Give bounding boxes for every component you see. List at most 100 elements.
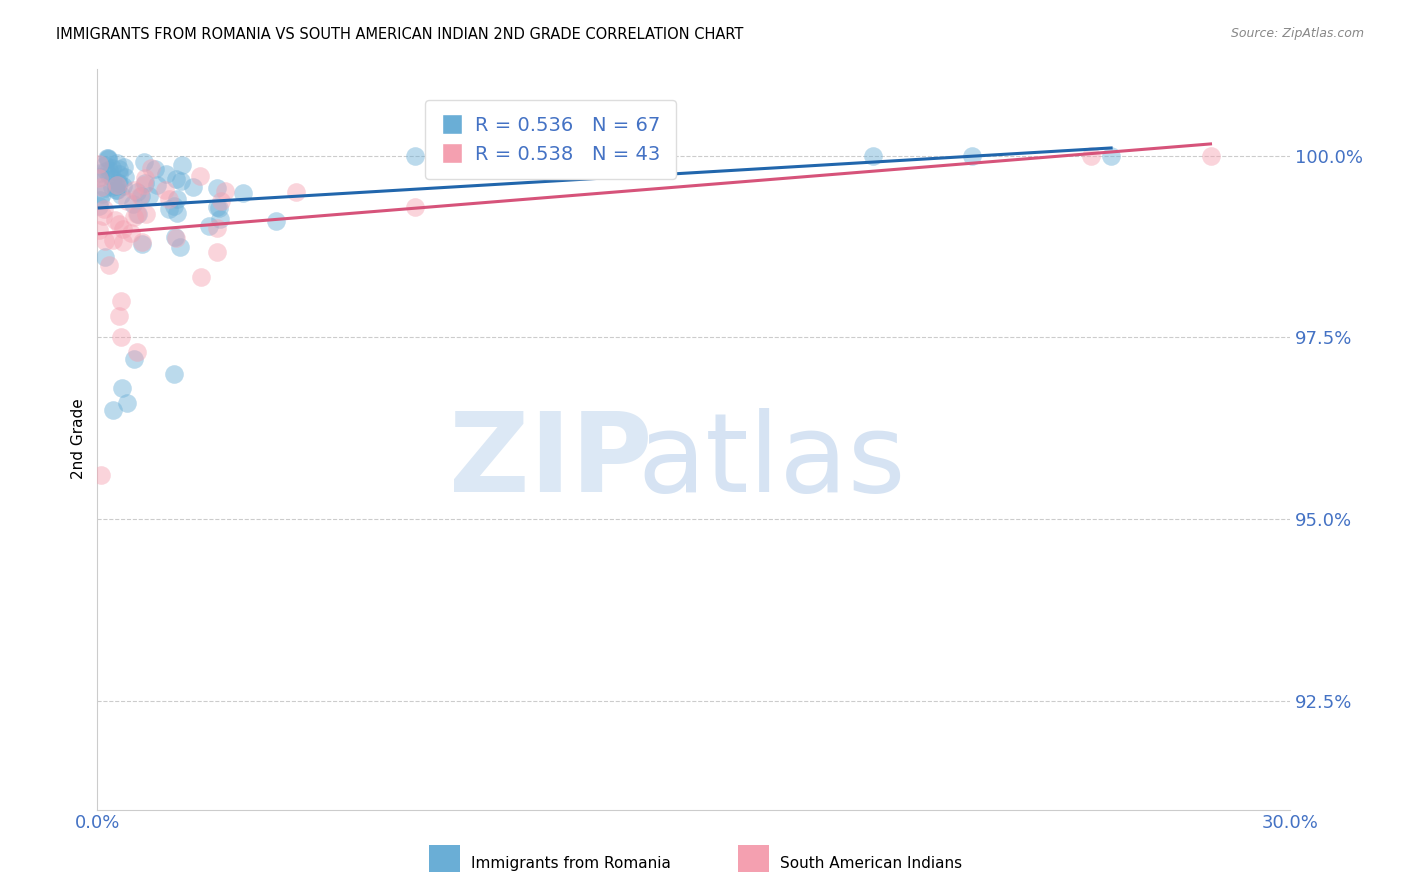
Point <box>205 244 228 259</box>
Point <box>135 207 157 221</box>
Point <box>104 213 127 227</box>
Point <box>97 153 120 167</box>
Point <box>103 403 125 417</box>
Point <box>163 367 186 381</box>
Point <box>169 239 191 253</box>
Point <box>165 172 187 186</box>
Point <box>93 181 115 195</box>
Point <box>105 156 128 170</box>
Point <box>127 207 149 221</box>
Point <box>115 395 138 409</box>
Point <box>197 219 219 233</box>
Point <box>89 223 111 237</box>
Point <box>108 309 131 323</box>
Point <box>98 258 121 272</box>
Point <box>101 161 124 175</box>
Text: Immigrants from Romania: Immigrants from Romania <box>471 856 671 871</box>
Point <box>112 161 135 175</box>
Point <box>98 163 121 178</box>
Point <box>108 177 131 191</box>
Point <box>134 177 156 191</box>
Point <box>112 235 135 250</box>
Point <box>131 189 153 203</box>
Point <box>1199 149 1222 163</box>
Point <box>108 167 131 181</box>
Point <box>166 206 188 220</box>
Point <box>232 186 254 200</box>
Point <box>146 178 169 192</box>
Point <box>101 172 124 186</box>
Point <box>862 149 884 163</box>
Point <box>93 234 115 248</box>
Point <box>1080 149 1102 163</box>
Point <box>89 171 111 186</box>
Point <box>128 188 150 202</box>
Point <box>1099 149 1122 163</box>
Text: atlas: atlas <box>637 408 905 515</box>
Point <box>214 184 236 198</box>
Point <box>90 186 112 201</box>
Point <box>101 180 124 194</box>
Point <box>107 177 129 191</box>
Point <box>188 169 211 184</box>
Point <box>110 188 132 202</box>
Text: South American Indians: South American Indians <box>780 856 963 871</box>
Point <box>122 183 145 197</box>
Point <box>208 202 231 216</box>
Legend: R = 0.536   N = 67, R = 0.538   N = 43: R = 0.536 N = 67, R = 0.538 N = 43 <box>425 101 676 179</box>
Point <box>285 185 308 199</box>
Point <box>131 235 153 249</box>
Point <box>110 330 132 344</box>
Point <box>89 156 111 170</box>
Point <box>120 226 142 240</box>
Point <box>131 237 153 252</box>
Point <box>143 161 166 176</box>
Point <box>157 192 180 206</box>
Point <box>94 157 117 171</box>
Point <box>104 183 127 197</box>
Point <box>93 202 115 216</box>
Point <box>97 151 120 165</box>
Point <box>181 180 204 194</box>
Point <box>209 212 232 227</box>
Point <box>96 151 118 165</box>
Point <box>134 171 156 186</box>
Point <box>90 468 112 483</box>
Point <box>111 178 134 193</box>
Point <box>91 210 114 224</box>
Point <box>117 194 139 208</box>
Y-axis label: 2nd Grade: 2nd Grade <box>72 399 86 479</box>
Point <box>205 200 228 214</box>
Point <box>108 161 131 176</box>
Point <box>89 199 111 213</box>
Point <box>127 344 149 359</box>
Point <box>166 231 188 245</box>
Point <box>111 381 134 395</box>
Point <box>264 214 287 228</box>
Point <box>124 210 146 224</box>
Point <box>190 269 212 284</box>
Point <box>155 184 177 198</box>
Text: IMMIGRANTS FROM ROMANIA VS SOUTH AMERICAN INDIAN 2ND GRADE CORRELATION CHART: IMMIGRANTS FROM ROMANIA VS SOUTH AMERICA… <box>56 27 744 42</box>
Point <box>101 233 124 247</box>
Point <box>105 178 128 192</box>
Point <box>121 197 143 211</box>
Point <box>107 217 129 231</box>
Point <box>141 161 163 175</box>
Point <box>90 180 112 194</box>
Point <box>110 293 132 308</box>
Point <box>207 180 229 194</box>
Point <box>157 202 180 216</box>
Point <box>89 169 111 184</box>
Point <box>105 179 128 194</box>
Point <box>960 149 983 163</box>
Point <box>114 170 136 185</box>
Point <box>155 167 177 181</box>
Point <box>162 199 184 213</box>
Point <box>89 166 111 180</box>
Point <box>89 193 111 207</box>
Point <box>107 183 129 197</box>
Text: Source: ZipAtlas.com: Source: ZipAtlas.com <box>1230 27 1364 40</box>
Point <box>122 352 145 367</box>
Point <box>170 174 193 188</box>
